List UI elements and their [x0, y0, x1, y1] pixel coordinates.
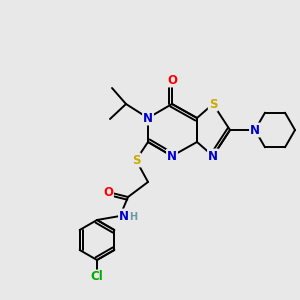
Text: H: H: [129, 212, 137, 222]
Text: O: O: [103, 185, 113, 199]
Text: Cl: Cl: [91, 271, 103, 284]
Text: N: N: [167, 149, 177, 163]
Text: N: N: [119, 209, 129, 223]
Text: S: S: [132, 154, 140, 166]
Text: N: N: [250, 124, 260, 136]
Text: S: S: [209, 98, 217, 110]
Text: O: O: [167, 74, 177, 86]
Text: N: N: [143, 112, 153, 124]
Text: N: N: [208, 149, 218, 163]
